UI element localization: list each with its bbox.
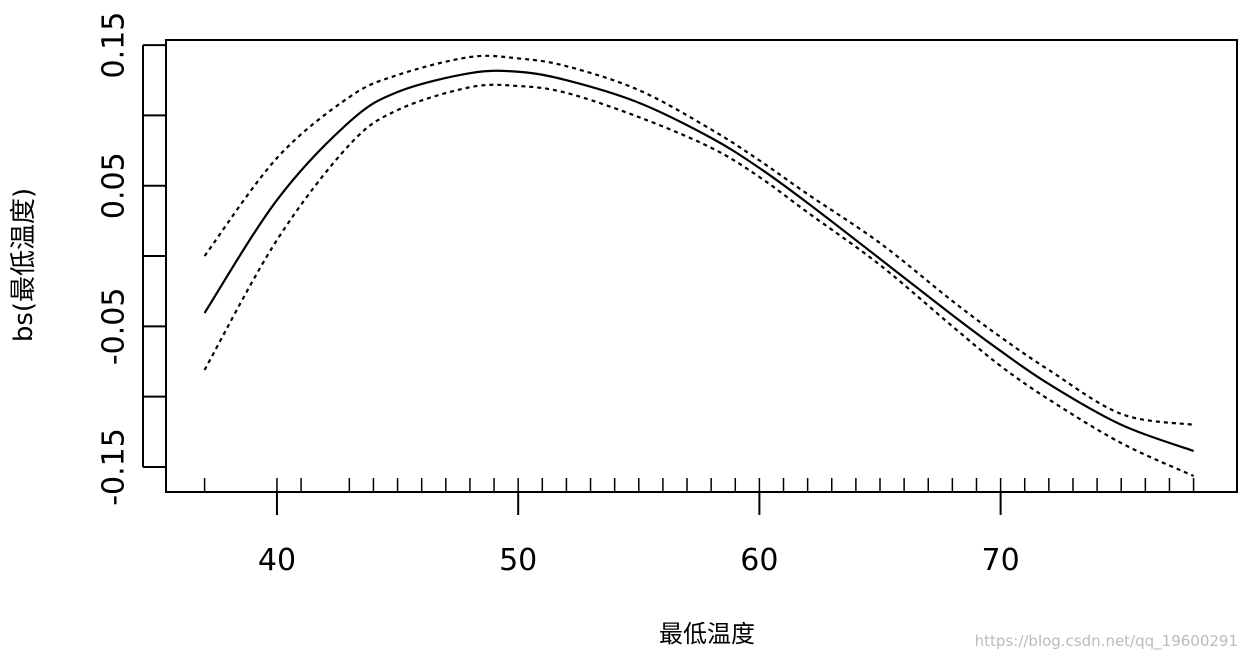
x-tick-label: 60: [740, 543, 778, 578]
watermark: https://blog.csdn.net/qq_19600291: [975, 632, 1238, 651]
y-tick-label: -0.15: [97, 428, 132, 506]
x-tick-label: 50: [499, 543, 537, 578]
x-tick-label: 40: [258, 543, 296, 578]
y-axis-label: bs(最低温度): [9, 188, 39, 342]
fit-line: [203, 69, 1194, 452]
confidence-band: [203, 83, 1195, 477]
confidence-band: [203, 54, 1194, 426]
y-tick-label: -0.05: [97, 288, 132, 366]
y-tick-label: 0.05: [97, 152, 132, 219]
x-tick-label: 70: [982, 543, 1020, 578]
y-tick-label: 0.15: [97, 12, 132, 79]
x-axis-label: 最低温度: [659, 620, 755, 648]
plot-frame: [165, 39, 1238, 493]
